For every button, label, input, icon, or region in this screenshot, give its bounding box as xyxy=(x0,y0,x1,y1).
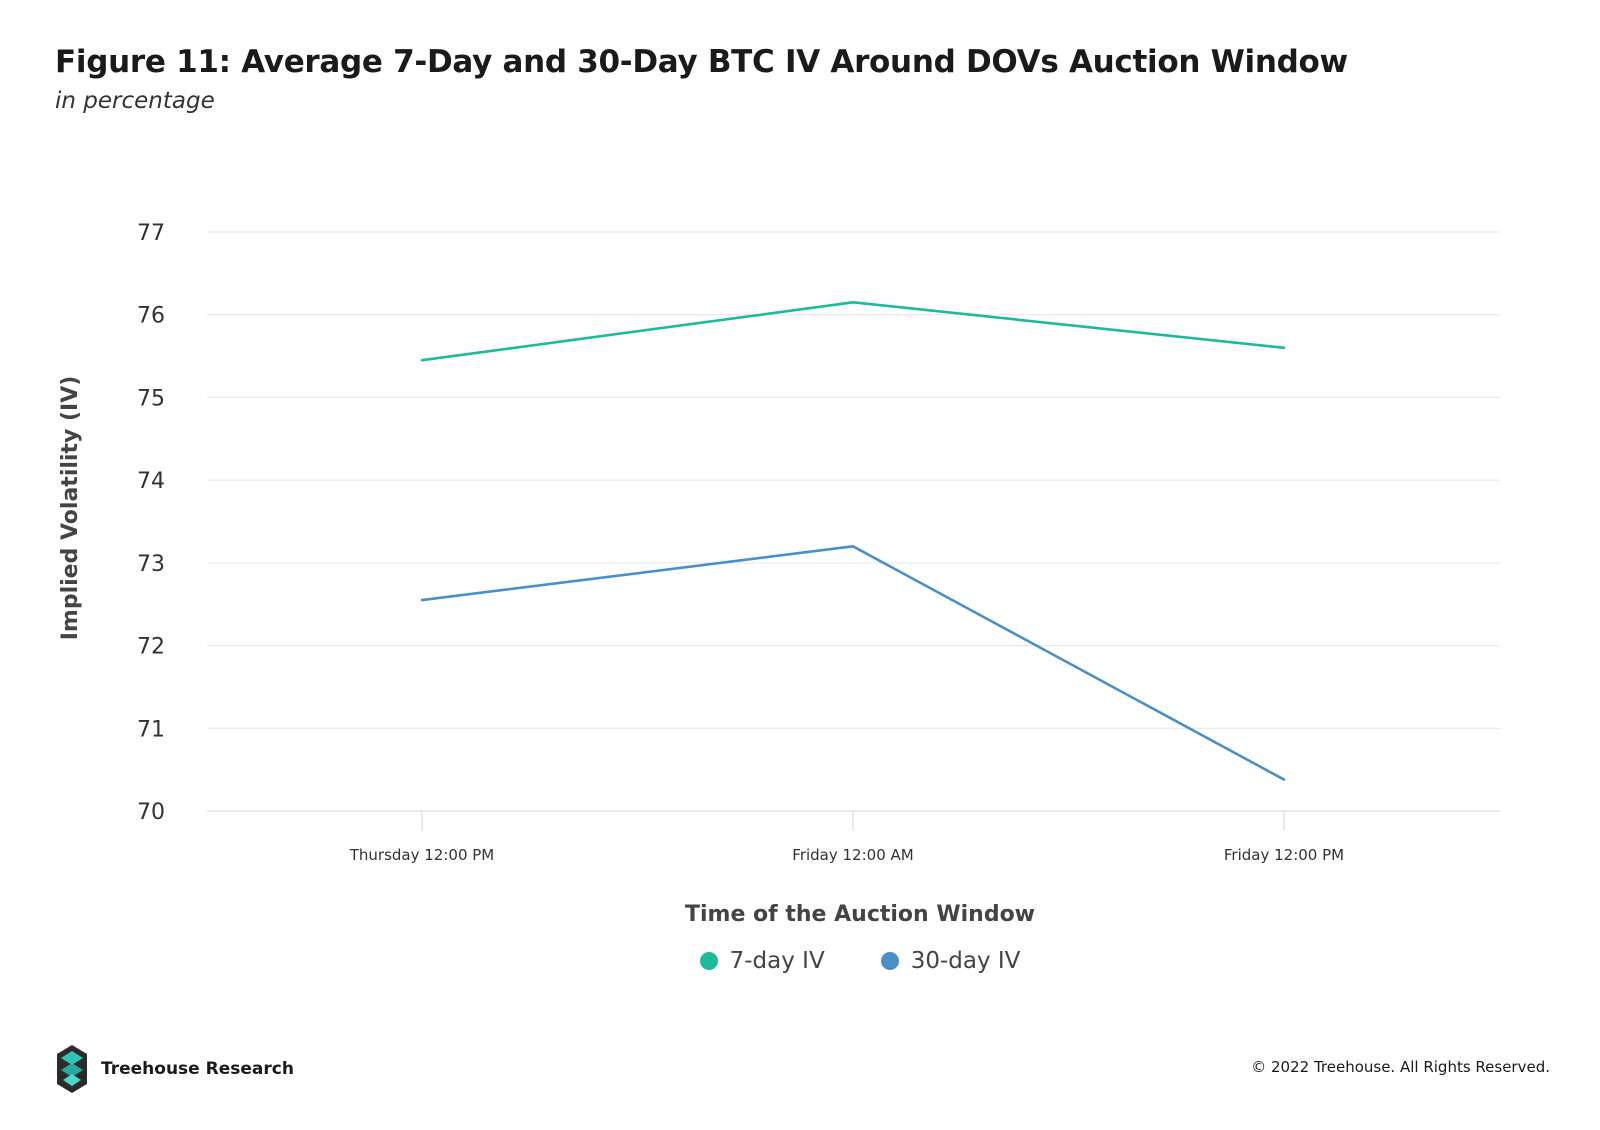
x-tick-label: Friday 12:00 AM xyxy=(792,846,913,864)
brand-name: Treehouse Research xyxy=(101,1059,294,1079)
grid-lines xyxy=(207,231,1500,812)
x-tick-label: Friday 12:00 PM xyxy=(1224,846,1344,864)
y-tick-label: 72 xyxy=(137,635,165,660)
legend: 7-day IV 30-day IV xyxy=(0,948,1600,974)
chart-title: Figure 11: Average 7-Day and 30-Day BTC … xyxy=(55,44,1348,80)
series-line-30-day-iv xyxy=(420,545,1286,781)
series-line-7-day-iv xyxy=(420,301,1286,362)
brand: Treehouse Research xyxy=(55,1043,294,1095)
y-axis-ticks: 70 71 72 73 74 75 76 77 xyxy=(137,221,165,825)
legend-item-7-day: 7-day IV xyxy=(699,948,825,974)
x-tick-label: Thursday 12:00 PM xyxy=(349,846,495,864)
y-tick-label: 71 xyxy=(137,717,165,742)
y-tick-label: 70 xyxy=(137,800,165,825)
y-tick-label: 73 xyxy=(137,552,165,577)
x-axis-title: Time of the Auction Window xyxy=(685,902,1035,927)
y-tick-label: 76 xyxy=(137,304,165,329)
x-axis-ticks: Thursday 12:00 PM Friday 12:00 AM Friday 1… xyxy=(349,811,1344,864)
chart-subtitle: in percentage xyxy=(55,88,215,114)
treehouse-logo-icon xyxy=(57,1045,87,1093)
legend-label-7-day: 7-day IV xyxy=(729,948,825,974)
legend-swatch-30-day xyxy=(880,952,899,970)
copyright-text: © 2022 Treehouse. All Rights Reserved. xyxy=(1251,1058,1550,1076)
legend-label-30-day: 30-day IV xyxy=(910,948,1021,974)
y-tick-label: 77 xyxy=(137,221,165,246)
series-lines xyxy=(420,301,1286,781)
y-tick-label: 74 xyxy=(137,469,165,494)
y-tick-label: 75 xyxy=(137,386,165,411)
y-axis-title: Implied Volatility (IV) xyxy=(58,376,83,641)
line-chart: 70 71 72 73 74 75 76 77 Thursday 12:00 PM Friday… xyxy=(58,221,1500,927)
legend-swatch-7-day xyxy=(699,952,718,970)
legend-item-30-day: 30-day IV xyxy=(880,948,1021,974)
